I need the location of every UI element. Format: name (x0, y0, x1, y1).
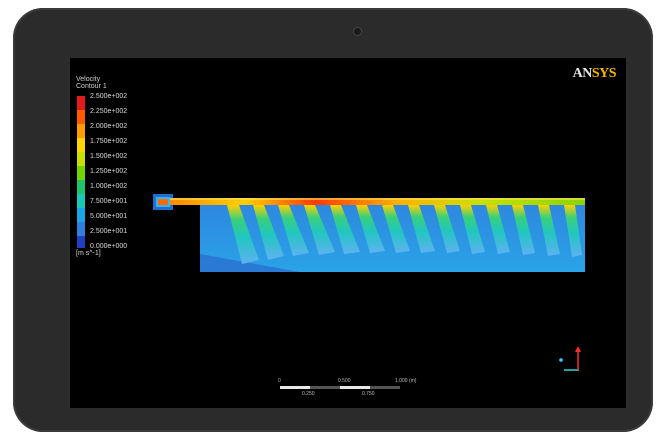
scale-label-0-250: 0.250 (302, 391, 315, 397)
scale-bar (280, 386, 400, 389)
legend-level-label: 2.250e+002 (90, 108, 128, 115)
legend-level-label: 7.500e+001 (90, 198, 128, 205)
supply-pipe (170, 198, 585, 205)
velocity-contour-plot (153, 194, 585, 389)
legend-subtitle: Contour 1 (76, 83, 107, 90)
color-scale-bar (77, 96, 85, 248)
scale-label-0: 0 (278, 378, 281, 384)
inlet-block (153, 194, 173, 210)
scale-label-1-000: 1.000 (m) (395, 378, 417, 384)
legend-level-label: 5.000e+001 (90, 213, 128, 220)
legend-level-label: 2.500e+001 (90, 228, 128, 235)
legend-level-label: 2.000e+002 (90, 123, 128, 130)
scale-label-0-500: 0.500 (338, 378, 351, 384)
legend-level-label: 1.000e+002 (90, 183, 128, 190)
scale-label-0-750: 0.750 (362, 391, 375, 397)
brand-accent: SYS (591, 66, 617, 81)
legend-units: [m s^-1] (76, 250, 101, 257)
axis-triad (559, 346, 581, 371)
tablet-frame: Velocity Contour 1 2.500e+002 2.250e+002… (13, 8, 653, 432)
legend-level-label: 1.750e+002 (90, 138, 128, 145)
legend-level-label: 0.000e+000 (90, 243, 128, 250)
ansys-logo: ANSYS (572, 66, 617, 82)
jet-plumes (227, 205, 582, 264)
cfd-viewport[interactable]: Velocity Contour 1 2.500e+002 2.250e+002… (70, 58, 626, 408)
camera-dot (354, 28, 361, 35)
legend-title: Velocity (76, 76, 101, 83)
legend-level-label: 2.500e+002 (90, 93, 128, 100)
brand-prefix: AN (572, 66, 593, 81)
legend-level-label: 1.250e+002 (90, 168, 128, 175)
legend-level-label: 1.500e+002 (90, 153, 128, 160)
